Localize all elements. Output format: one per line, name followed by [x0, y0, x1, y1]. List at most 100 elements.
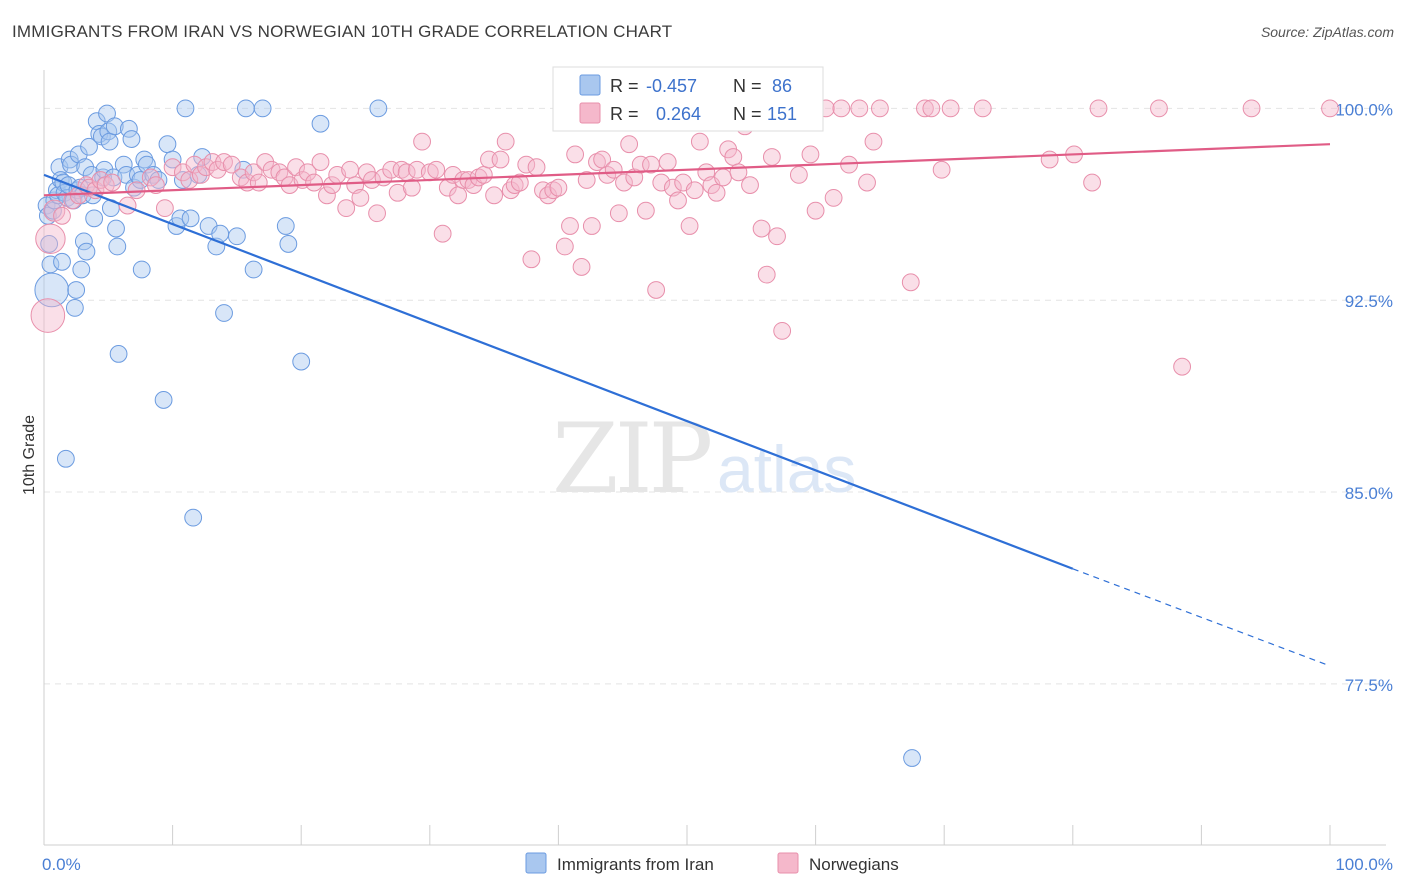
- iran-point-2: [40, 235, 59, 253]
- norwegians-point-145: [1040, 150, 1059, 169]
- norwegians-point-81: [539, 186, 558, 205]
- norwegians-point-93: [604, 160, 623, 179]
- iran-point-51: [122, 130, 141, 148]
- y-tick-label-1: 85.0%: [1345, 484, 1393, 503]
- iran-trend-extension: [1072, 568, 1331, 667]
- norwegians-point-3: [53, 206, 71, 225]
- legend-r-value-blue: -0.457: [646, 76, 697, 96]
- watermark: ZIP atlas: [552, 403, 856, 515]
- norwegians-point-30: [249, 173, 268, 192]
- norwegians-point-47: [351, 188, 370, 207]
- iran-point-47: [109, 345, 128, 363]
- norwegians-point-60: [427, 160, 446, 179]
- y-tick-label-3: 100.0%: [1335, 100, 1393, 119]
- norwegians-point-61: [433, 224, 452, 243]
- norwegians-point-129: [801, 145, 820, 164]
- norwegians-point-73: [496, 132, 515, 151]
- iran-point-11: [53, 252, 71, 271]
- norwegians-point-53: [388, 183, 407, 202]
- iran-point-82: [292, 352, 311, 371]
- legend-swatch-pink: [579, 102, 601, 124]
- norwegians-point-76: [510, 173, 529, 192]
- norwegians-point-137: [864, 132, 883, 151]
- norwegians-point-147: [1083, 173, 1101, 192]
- legend-item-iran-label: Immigrants from Iran: [557, 855, 714, 874]
- norwegians-point-80: [534, 181, 552, 200]
- norwegians-point-41: [318, 186, 336, 205]
- norwegians-point-123: [768, 227, 786, 246]
- iran-point-30: [80, 137, 98, 156]
- legend-n-label-pink: N =: [733, 104, 762, 124]
- x-tick-label-max: 100.0%: [1335, 855, 1393, 874]
- iran-point-67: [181, 209, 200, 228]
- legend-item-iran-swatch: [525, 852, 547, 874]
- iran-point-50: [119, 119, 138, 138]
- norwegians-point-0: [30, 298, 66, 333]
- iran-point-27: [74, 232, 93, 251]
- iran-point-78: [244, 260, 263, 279]
- legend-n-value-blue: 86: [772, 76, 792, 96]
- iran-point-68: [184, 508, 203, 527]
- series-norwegians-points: [30, 99, 1339, 376]
- norwegians-point-38: [298, 163, 317, 182]
- norwegians-point-120: [752, 219, 771, 238]
- norwegians-point-54: [392, 160, 411, 179]
- iran-point-81: [279, 235, 298, 253]
- norwegians-point-109: [690, 132, 709, 151]
- iran-point-58: [144, 165, 163, 184]
- legend-item-norwegians-swatch: [777, 852, 799, 874]
- norwegians-point-112: [707, 183, 726, 202]
- norwegians-point-52: [382, 160, 401, 179]
- legend-item-norwegians-label: Norwegians: [809, 855, 899, 874]
- norwegians-point-79: [527, 158, 546, 177]
- iran-point-60: [154, 391, 173, 409]
- iran-point-33: [85, 209, 104, 228]
- norwegians-point-143: [941, 99, 960, 118]
- norwegians-point-85: [561, 217, 579, 235]
- norwegians-point-95: [615, 173, 633, 192]
- stats-legend: R = -0.457 N = 86 R = 0.264 N = 151: [552, 66, 824, 132]
- iran-point-20: [65, 298, 84, 317]
- y-tick-labels: 77.5% 85.0% 92.5% 100.0%: [1335, 100, 1393, 694]
- norwegians-point-20: [185, 155, 204, 174]
- norwegians-point-107: [680, 217, 699, 235]
- iran-point-44: [105, 117, 124, 136]
- iran-point-77: [237, 99, 255, 118]
- y-tick-label-0: 77.5%: [1345, 676, 1393, 695]
- iran-trend-line: [43, 173, 1074, 570]
- norwegians-point-148: [1089, 99, 1108, 118]
- norwegians-point-130: [806, 201, 825, 220]
- norwegians-point-102: [652, 173, 671, 192]
- norwegians-point-33: [270, 163, 289, 182]
- iran-point-83: [311, 114, 330, 133]
- norwegians-point-29: [244, 163, 263, 182]
- watermark-atlas: atlas: [717, 432, 856, 506]
- norwegians-point-84: [555, 237, 574, 256]
- iran-point-74: [215, 304, 233, 322]
- iran-point-85: [903, 749, 921, 767]
- norwegians-point-39: [305, 173, 323, 192]
- norwegians-point-16: [155, 199, 174, 218]
- norwegians-point-96: [620, 135, 639, 154]
- legend-n-value-pink: 151: [767, 104, 797, 124]
- series-iran-points: [34, 99, 921, 767]
- norwegians-point-103: [658, 153, 677, 171]
- norwegians-point-108: [685, 181, 704, 200]
- norwegians-point-150: [1173, 357, 1192, 376]
- norwegians-point-124: [773, 321, 792, 340]
- iran-point-55: [132, 260, 151, 279]
- norwegians-point-141: [922, 99, 941, 118]
- norwegians-point-64: [449, 186, 467, 205]
- legend-n-label-blue: N =: [733, 76, 762, 96]
- iran-point-46: [108, 237, 127, 256]
- iran-point-25: [72, 260, 91, 279]
- iran-point-80: [276, 217, 295, 235]
- norwegians-point-127: [789, 165, 808, 184]
- norwegians-point-94: [609, 204, 628, 223]
- norwegians-point-71: [485, 186, 504, 205]
- norwegians-point-72: [491, 150, 510, 169]
- chart-title: IMMIGRANTS FROM IRAN VS NORWEGIAN 10TH G…: [12, 22, 673, 41]
- norwegians-point-56: [402, 178, 421, 197]
- norwegians-point-17: [163, 158, 182, 177]
